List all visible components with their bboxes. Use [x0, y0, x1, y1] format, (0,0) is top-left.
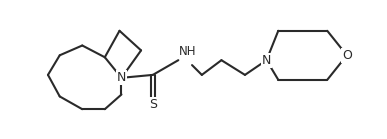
- Text: O: O: [342, 49, 352, 62]
- Text: S: S: [149, 98, 157, 111]
- Text: N: N: [262, 54, 271, 67]
- Text: NH: NH: [179, 45, 197, 58]
- Text: N: N: [117, 71, 126, 84]
